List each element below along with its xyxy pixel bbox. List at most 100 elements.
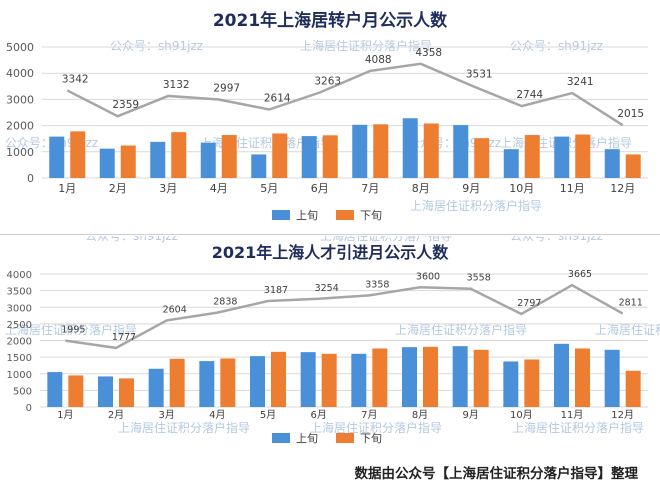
chart1-bar-xiaxun xyxy=(423,123,439,178)
chart1-bar-shangxun xyxy=(554,136,570,178)
chart1-line-data-label: 4088 xyxy=(365,54,392,66)
chart1-watermark: 上海居住证积分落户指导 xyxy=(410,198,542,213)
chart-panel-2: 公众号：sh91jzz 上海居住证积分落户指导 公众号：sh91jzz 上海居住证积分… xyxy=(0,228,660,458)
chart1-y-tick-label: 1000 xyxy=(6,146,34,159)
chart2-x-tick-label: 4月 xyxy=(209,409,225,421)
chart2-watermark: 上海居住证积分落户指导 xyxy=(320,236,452,243)
chart2-legend-swatch-xiaxun xyxy=(336,433,354,443)
chart2-x-tick-label: 10月 xyxy=(510,409,533,421)
chart2-line-data-label: 3187 xyxy=(264,285,288,296)
chart2-line-data-label: 2797 xyxy=(517,298,541,309)
chart1-bar-xiaxun xyxy=(272,133,288,178)
chart1-bar-shangxun xyxy=(352,124,368,178)
chart1-bar-xiaxun xyxy=(70,131,86,178)
chart2-total-line xyxy=(65,283,624,350)
chart2-watermark: 上海居住证积分落户指导 xyxy=(118,420,250,435)
chart2-line-data-label: 3665 xyxy=(568,269,592,280)
chart1-y-tick-label: 4000 xyxy=(6,67,34,80)
chart1-watermark: 公众号：sh91jzz xyxy=(110,39,203,53)
chart1-bar-xiaxun xyxy=(474,138,490,178)
chart2-y-tick-label: 2000 xyxy=(7,337,32,348)
chart1-bar-shangxun xyxy=(49,136,65,178)
chart2-line-data-label: 3254 xyxy=(315,283,339,294)
chart1-bar-shangxun xyxy=(150,141,166,178)
chart1-bar-xiaxun xyxy=(373,124,389,178)
chart1-x-tick-label: 3月 xyxy=(159,182,177,195)
chart1-y-tick-label: 3000 xyxy=(6,93,34,106)
chart1-line-data-label: 3132 xyxy=(163,79,190,91)
chart1-legend-label-shangxun: 上旬 xyxy=(296,209,318,222)
chart1-bar-xiaxun xyxy=(524,135,540,178)
chart2-x-tick-label: 12月 xyxy=(611,409,634,421)
chart1-line-data-label: 2359 xyxy=(112,99,139,111)
chart1-line-data-label: 3342 xyxy=(62,73,89,85)
chart2-line-data-label: 1995 xyxy=(61,325,85,336)
chart1-x-tick-label: 1月 xyxy=(58,182,76,195)
chart1-watermark: 公众号：sh91jzz xyxy=(510,39,603,53)
chart2-x-tick-label: 2月 xyxy=(108,409,124,421)
chart1-bar-shangxun xyxy=(453,125,469,178)
chart2-legend-label-shangxun: 上旬 xyxy=(296,432,318,445)
chart2-line-data-label: 3358 xyxy=(365,279,389,290)
chart2-bar-xiaxun xyxy=(473,349,489,407)
chart1-bar-xiaxun xyxy=(575,134,591,178)
chart1-bar-shangxun xyxy=(503,149,519,178)
chart2-bar-shangxun xyxy=(452,346,468,407)
chart1-y-tick-label: 0 xyxy=(27,172,34,185)
chart2-x-tick-label: 1月 xyxy=(57,409,73,421)
chart2-legend-swatch-shangxun xyxy=(272,433,290,443)
chart1-bar-xiaxun xyxy=(171,132,187,178)
chart1-x-tick-label: 8月 xyxy=(412,182,430,195)
chart1-x-tick-label: 4月 xyxy=(210,182,228,195)
chart2-x-tick-label: 5月 xyxy=(260,409,276,421)
chart2-x-tick-label: 7月 xyxy=(361,409,377,421)
chart2-y-tick-label: 4000 xyxy=(7,270,32,281)
chart2-watermark: 公众号：sh91jzz xyxy=(85,236,178,243)
chart1-bar-shangxun xyxy=(402,118,418,178)
chart2-x-tick-label: 3月 xyxy=(158,409,174,421)
chart2-bar-xiaxun xyxy=(119,378,134,407)
chart1-bar-shangxun xyxy=(251,154,267,178)
chart2-bar-xiaxun xyxy=(372,348,388,407)
chart2-bar-xiaxun xyxy=(524,359,540,407)
chart2-bar-shangxun xyxy=(402,347,417,407)
chart2-watermark: 上海居住证积分落户指导 xyxy=(5,322,137,337)
chart2-line-data-label: 1777 xyxy=(112,332,136,343)
chart2-watermark: 上海居住证积分落户指导 xyxy=(595,322,660,337)
chart2-y-tick-label: 3500 xyxy=(7,287,32,298)
chart2-watermark: 上海居住证积分落户指导 xyxy=(310,420,442,435)
chart1-bar-xiaxun xyxy=(322,135,338,178)
chart2-bar-xiaxun xyxy=(68,375,84,407)
footer-note: 数据由公众号【上海居住证积分落户指导】整理 xyxy=(354,466,639,482)
chart1-x-tick-label: 7月 xyxy=(361,182,379,195)
chart2-bar-shangxun xyxy=(604,349,620,407)
chart1-x-tick-label: 11月 xyxy=(560,182,585,195)
chart1-legend-swatch-xiaxun xyxy=(336,210,354,220)
panel-divider xyxy=(0,234,660,235)
chart2-bar-xiaxun xyxy=(271,351,286,407)
chart1-bar-shangxun xyxy=(99,148,115,178)
chart1-legend-label-xiaxun: 下旬 xyxy=(360,209,382,222)
chart1-line-data-label: 3241 xyxy=(567,76,594,88)
chart2-bar-shangxun xyxy=(148,368,164,407)
chart1-x-tick-label: 10月 xyxy=(509,182,534,195)
chart-1-svg: 公众号：sh91jzz上海居住证积分落户指导公众号：sh91jzz公众号：sh9… xyxy=(5,10,648,222)
chart2-y-tick-label: 3000 xyxy=(7,303,32,314)
chart1-x-tick-label: 9月 xyxy=(462,182,480,195)
chart-2-svg: 公众号：sh91jzz 上海居住证积分落户指导 公众号：sh91jzz 上海居住证积分… xyxy=(5,228,660,445)
chart2-x-tick-label: 11月 xyxy=(561,409,584,421)
chart2-line-data-label: 3600 xyxy=(416,271,440,282)
chart2-line-data-label: 2811 xyxy=(619,298,643,309)
chart1-bar-xiaxun xyxy=(221,135,237,178)
chart1-bar-shangxun xyxy=(604,149,620,178)
chart2-title: 2021年上海人才引进月公示人数 xyxy=(212,243,450,262)
chart2-bar-xiaxun xyxy=(423,346,438,407)
chart2-y-tick-label: 1000 xyxy=(7,370,32,381)
chart2-y-tick-label: 2500 xyxy=(7,320,32,331)
chart1-title: 2021年上海居转户月公示人数 xyxy=(213,10,448,31)
chart2-line-data-label: 2838 xyxy=(213,297,237,308)
chart2-watermark: 上海居住证积分落户指导 xyxy=(395,322,527,337)
chart1-x-tick-label: 2月 xyxy=(109,182,127,195)
chart2-bar-xiaxun xyxy=(625,370,641,407)
chart2-bar-shangxun xyxy=(250,356,265,407)
